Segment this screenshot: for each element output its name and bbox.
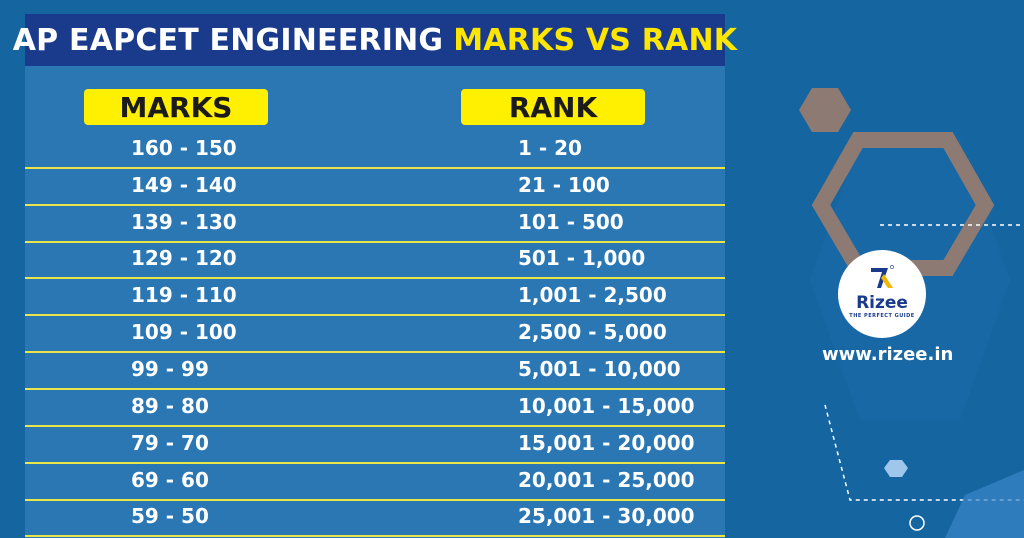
- brand-tagline: THE PERFECT GUIDE: [849, 313, 915, 319]
- title-main: AP EAPCET ENGINEERING: [12, 22, 444, 58]
- table-row: 139 - 130 101 - 500: [25, 205, 725, 243]
- marks-cell: 59 - 50: [131, 504, 209, 528]
- table-row: 109 - 100 2,500 - 5,000: [25, 315, 725, 353]
- marks-cell: 69 - 60: [131, 468, 209, 492]
- rank-cell: 2,500 - 5,000: [518, 320, 667, 344]
- dashed-line-lower: [824, 404, 1024, 501]
- rizee-logo[interactable]: Rizee THE PERFECT GUIDE: [838, 250, 926, 338]
- rank-header: RANK: [461, 89, 645, 125]
- rank-cell: 10,001 - 15,000: [518, 394, 695, 418]
- light-hexagon-small: [884, 460, 908, 477]
- rank-cell: 501 - 1,000: [518, 246, 646, 270]
- table-row: 69 - 60 20,001 - 25,000: [25, 463, 725, 501]
- marks-cell: 129 - 120: [131, 246, 237, 270]
- brand-name: Rizee: [856, 293, 908, 313]
- website-link[interactable]: www.rizee.in: [822, 344, 954, 365]
- brown-hexagon-outline: [811, 132, 995, 276]
- marks-cell: 109 - 100: [131, 320, 237, 344]
- rank-cell: 15,001 - 20,000: [518, 431, 695, 455]
- rank-cell: 5,001 - 10,000: [518, 357, 681, 381]
- table-row: 89 - 80 10,001 - 15,000: [25, 389, 725, 427]
- rank-cell: 101 - 500: [518, 210, 624, 234]
- ring-circle: [909, 515, 925, 531]
- marks-cell: 160 - 150: [131, 136, 237, 160]
- title-accent: MARKS VS RANK: [453, 22, 738, 58]
- table-row: 79 - 70 15,001 - 20,000: [25, 426, 725, 464]
- table-row: 149 - 140 21 - 100: [25, 168, 725, 206]
- marks-cell: 99 - 99: [131, 357, 209, 381]
- marks-cell: 139 - 130: [131, 210, 237, 234]
- marks-cell: 89 - 80: [131, 394, 209, 418]
- marks-cell: 79 - 70: [131, 431, 209, 455]
- brown-hexagon-small: [799, 88, 851, 132]
- page-title: AP EAPCET ENGINEERING MARKS VS RANK: [13, 14, 737, 66]
- rizee-mark-icon: [871, 265, 894, 288]
- table-row: 119 - 110 1,001 - 2,500: [25, 278, 725, 316]
- table-row: 99 - 99 5,001 - 10,000: [25, 352, 725, 390]
- rank-cell: 21 - 100: [518, 173, 610, 197]
- table-row: 59 - 50 25,001 - 30,000: [25, 499, 725, 537]
- rank-cell: 25,001 - 30,000: [518, 504, 695, 528]
- marks-cell: 149 - 140: [131, 173, 237, 197]
- rank-cell: 1,001 - 2,500: [518, 283, 667, 307]
- rank-cell: 20,001 - 25,000: [518, 468, 695, 492]
- marks-cell: 119 - 110: [131, 283, 237, 307]
- rank-cell: 1 - 20: [518, 136, 582, 160]
- light-stripe: [945, 470, 1024, 538]
- marks-header: MARKS: [84, 89, 268, 125]
- table-row: 160 - 150 1 - 20: [25, 131, 725, 169]
- table-row: 129 - 120 501 - 1,000: [25, 241, 725, 279]
